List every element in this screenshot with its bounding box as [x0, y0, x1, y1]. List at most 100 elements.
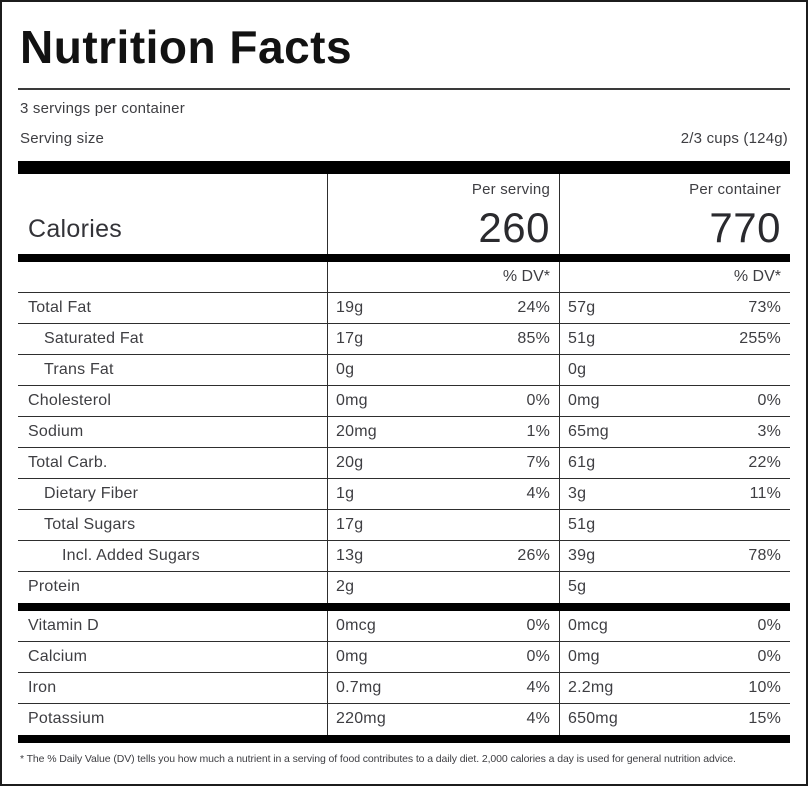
serving-amount: 13g [336, 547, 364, 564]
container-amount: 5g [568, 578, 587, 595]
calories-per-serving-value: 260 [478, 204, 550, 251]
container-dv: 0% [757, 392, 781, 409]
serving-amount: 2g [336, 578, 355, 595]
container-amount: 2.2mg [568, 679, 614, 696]
dv-header-spacer [18, 262, 327, 292]
nutrient-row-sodium: Sodium 20mg 1% 65mg 3% [18, 417, 790, 448]
nutrient-label: Trans Fat [44, 361, 114, 378]
nutrient-row-dietary-fiber: Dietary Fiber 1g 4% 3g 11% [18, 479, 790, 510]
title-divider [18, 88, 790, 90]
serving-amount: 0mcg [336, 617, 376, 634]
serving-amount: 0mg [336, 648, 368, 665]
container-dv: 78% [748, 547, 781, 564]
container-amount: 0mg [568, 392, 600, 409]
serving-cell: 17g 85% [327, 324, 559, 354]
nutrient-label: Protein [28, 578, 81, 595]
serving-amount: 20g [336, 454, 364, 471]
thick-bar-calories [18, 254, 790, 262]
per-container-header: Per container [689, 181, 781, 198]
container-amount: 0mcg [568, 617, 608, 634]
container-cell: 2.2mg 10% [559, 673, 790, 703]
container-dv: 0% [757, 648, 781, 665]
calories-row: Calories Per serving 260 Per container 7… [18, 174, 790, 254]
nutrient-label: Iron [28, 679, 57, 696]
container-cell: 61g 22% [559, 448, 790, 478]
serving-amount: 1g [336, 485, 355, 502]
serving-cell: 20g 7% [327, 448, 559, 478]
serving-dv: 7% [526, 454, 550, 471]
serving-amount: 19g [336, 299, 364, 316]
serving-dv: 85% [517, 330, 550, 347]
container-amount: 0mg [568, 648, 600, 665]
serving-cell: 19g 24% [327, 293, 559, 323]
container-cell: 0g [559, 355, 790, 385]
vitamin-row-calcium: Calcium 0mg 0% 0mg 0% [18, 642, 790, 673]
calories-per-serving-cell: Per serving 260 [327, 174, 559, 254]
serving-amount: 0g [336, 361, 355, 378]
container-cell: 51g [559, 510, 790, 540]
calories-per-container-cell: Per container 770 [559, 174, 790, 254]
serving-dv: 0% [526, 392, 550, 409]
dv-header-row: % DV* % DV* [18, 262, 790, 293]
nutrient-row-total-sugars: Total Sugars 17g 51g [18, 510, 790, 541]
container-amount: 650mg [568, 710, 618, 727]
nutrient-label: Calcium [28, 648, 88, 665]
container-cell: 51g 255% [559, 324, 790, 354]
serving-cell: 0mg 0% [327, 642, 559, 672]
container-dv: 11% [749, 485, 781, 502]
nutrient-row-cholesterol: Cholesterol 0mg 0% 0mg 0% [18, 386, 790, 417]
serving-amount: 20mg [336, 423, 377, 440]
serving-dv: 4% [526, 485, 550, 502]
nutrient-row-protein: Protein 2g 5g [18, 572, 790, 603]
servings-per-container: 3 servings per container [20, 100, 185, 117]
container-amount: 51g [568, 330, 596, 347]
container-dv: 10% [748, 679, 781, 696]
serving-cell: 1g 4% [327, 479, 559, 509]
nutrient-row-added-sugars: Incl. Added Sugars 13g 26% 39g 78% [18, 541, 790, 572]
calories-label: Calories [28, 215, 123, 243]
dv-footnote: * The % Daily Value (DV) tells you how m… [20, 753, 736, 765]
serving-dv: 1% [526, 423, 550, 440]
container-dv: 0% [757, 617, 781, 634]
nutrient-row-saturated-fat: Saturated Fat 17g 85% 51g 255% [18, 324, 790, 355]
container-cell: 39g 78% [559, 541, 790, 571]
serving-cell: 2g [327, 572, 559, 603]
nutrient-label: Vitamin D [28, 617, 99, 634]
serving-dv: 26% [517, 547, 550, 564]
serving-size-label: Serving size [20, 130, 105, 147]
nutrient-label: Total Sugars [44, 516, 136, 533]
container-cell: 3g 11% [559, 479, 790, 509]
container-cell: 65mg 3% [559, 417, 790, 447]
dv-header-serving: % DV* [327, 262, 559, 292]
vitamin-row-vitamin-d: Vitamin D 0mcg 0% 0mcg 0% [18, 611, 790, 642]
nutrient-label: Total Fat [28, 299, 92, 316]
serving-cell: 0g [327, 355, 559, 385]
thick-bar-top [18, 161, 790, 174]
container-amount: 3g [568, 485, 587, 502]
container-amount: 61g [568, 454, 596, 471]
nutrient-label: Potassium [28, 710, 105, 727]
container-dv: 3% [757, 423, 781, 440]
serving-cell: 0.7mg 4% [327, 673, 559, 703]
container-amount: 51g [568, 516, 596, 533]
thick-bar-protein [18, 603, 790, 611]
nutrient-label: Sodium [28, 423, 84, 440]
container-cell: 0mg 0% [559, 642, 790, 672]
serving-cell: 0mcg 0% [327, 611, 559, 641]
serving-amount: 0.7mg [336, 679, 382, 696]
serving-dv: 0% [526, 648, 550, 665]
container-cell: 0mcg 0% [559, 611, 790, 641]
nutrient-label: Total Carb. [28, 454, 108, 471]
calories-per-container-value: 770 [709, 204, 781, 251]
serving-amount: 17g [336, 330, 364, 347]
container-amount: 39g [568, 547, 596, 564]
container-cell: 57g 73% [559, 293, 790, 323]
container-cell: 5g [559, 572, 790, 603]
nutrient-row-total-carb: Total Carb. 20g 7% 61g 22% [18, 448, 790, 479]
serving-cell: 220mg 4% [327, 704, 559, 735]
nutrient-row-trans-fat: Trans Fat 0g 0g [18, 355, 790, 386]
thick-bar-bottom [18, 735, 790, 743]
serving-amount: 220mg [336, 710, 386, 727]
per-serving-header: Per serving [471, 181, 550, 198]
